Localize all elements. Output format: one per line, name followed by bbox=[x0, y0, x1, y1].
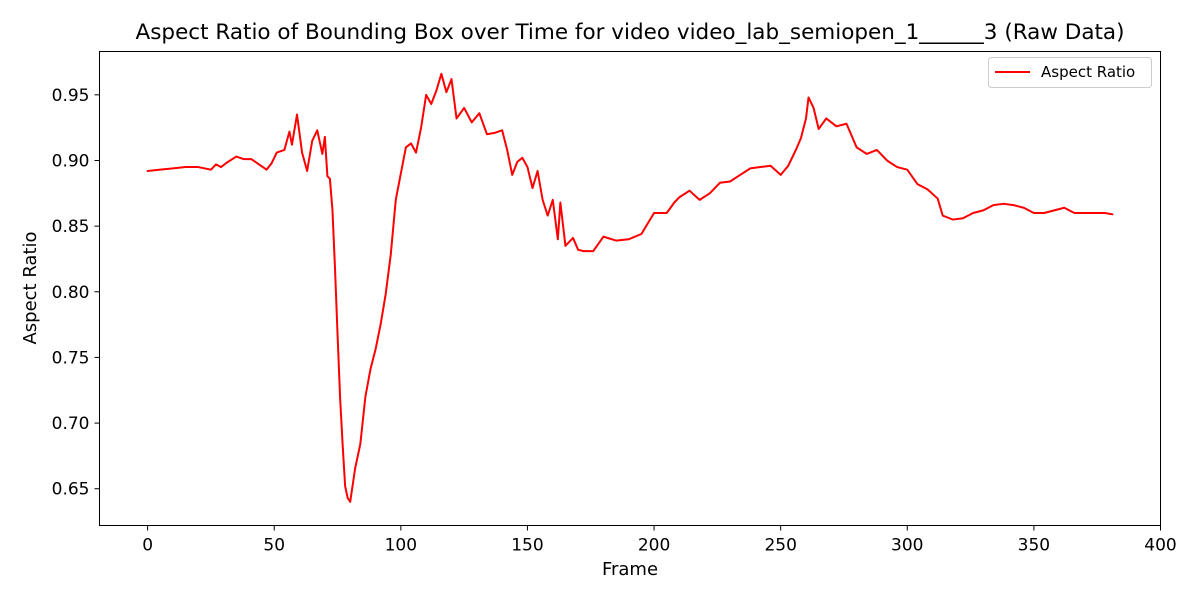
plot-area bbox=[99, 51, 1161, 526]
x-tick-label: 50 bbox=[263, 536, 285, 556]
y-tick-label: 0.65 bbox=[52, 480, 90, 500]
legend-box bbox=[988, 57, 1152, 88]
y-tick-label: 0.80 bbox=[52, 283, 90, 303]
y-axis-label: Aspect Ratio bbox=[20, 231, 41, 344]
x-tick-label: 200 bbox=[638, 536, 670, 556]
y-axis: 0.65 0.70 0.75 0.80 0.85 0.90 0.95 bbox=[52, 86, 100, 500]
x-tick-label: 150 bbox=[511, 536, 543, 556]
legend: Aspect Ratio bbox=[988, 57, 1152, 88]
x-axis-label: Frame bbox=[602, 559, 658, 580]
series-line-aspect-ratio bbox=[146, 72, 1114, 503]
y-tick-label: 0.70 bbox=[52, 414, 90, 434]
legend-label-aspect-ratio: Aspect Ratio bbox=[1041, 63, 1135, 81]
y-tick-label: 0.85 bbox=[52, 217, 90, 237]
x-tick-label: 400 bbox=[1144, 536, 1176, 556]
y-tick-label: 0.90 bbox=[52, 151, 90, 171]
x-tick-label: 350 bbox=[1018, 536, 1050, 556]
chart-title: Aspect Ratio of Bounding Box over Time f… bbox=[136, 20, 1125, 45]
y-tick-label: 0.95 bbox=[52, 86, 90, 106]
x-tick-label: 100 bbox=[385, 536, 417, 556]
series-layer bbox=[146, 72, 1114, 503]
y-tick-label: 0.75 bbox=[52, 348, 90, 368]
x-tick-label: 250 bbox=[764, 536, 796, 556]
x-tick-label: 0 bbox=[142, 536, 153, 556]
x-axis: 0 50 100 150 200 250 300 350 400 bbox=[142, 525, 1177, 556]
x-tick-label: 300 bbox=[891, 536, 923, 556]
